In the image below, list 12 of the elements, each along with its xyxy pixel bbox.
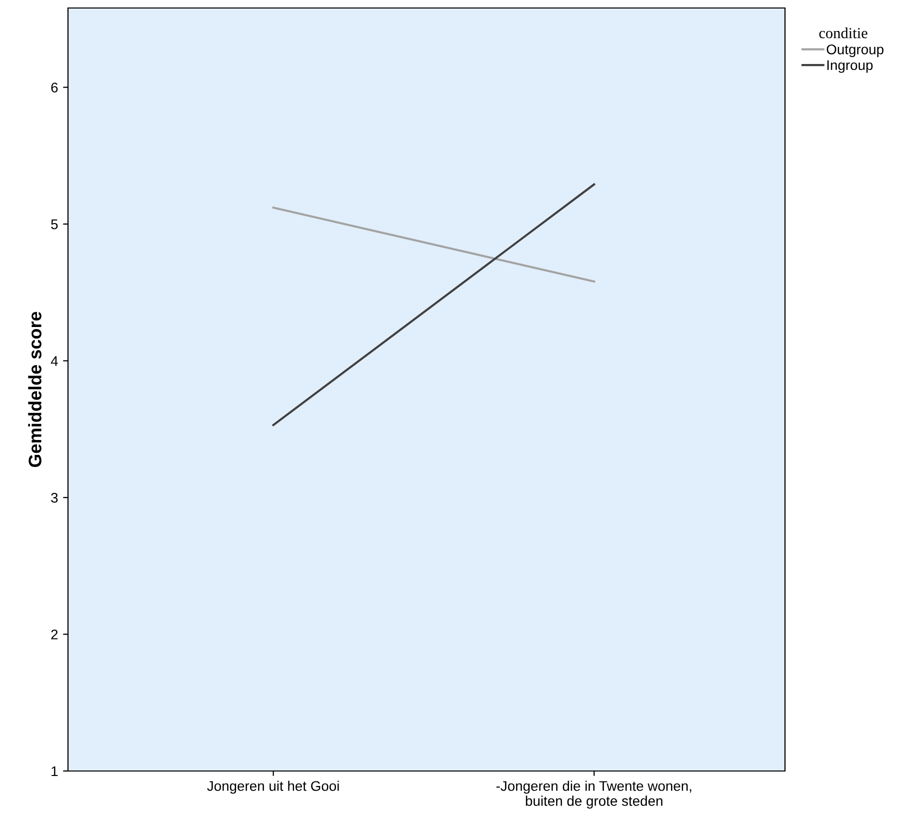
y-tick-label: 1	[52, 766, 58, 776]
legend-label: Ingroup	[827, 60, 873, 73]
x-tick-label: Jongeren uit het Gooi	[207, 780, 339, 794]
y-axis-title: Gemiddelde score	[28, 312, 42, 468]
x-tick-label: -Jongeren die in Twente wonen, buiten de grote steden	[496, 780, 692, 809]
legend-title: conditie	[819, 28, 868, 38]
y-tick-label: 2	[51, 630, 58, 640]
y-tick-label: 5	[51, 220, 58, 230]
y-tick-label: 6	[51, 82, 58, 92]
y-tick-label: 3	[51, 492, 58, 503]
legend-label: Outgroup	[826, 44, 884, 58]
y-tick-label: 4	[50, 356, 58, 366]
